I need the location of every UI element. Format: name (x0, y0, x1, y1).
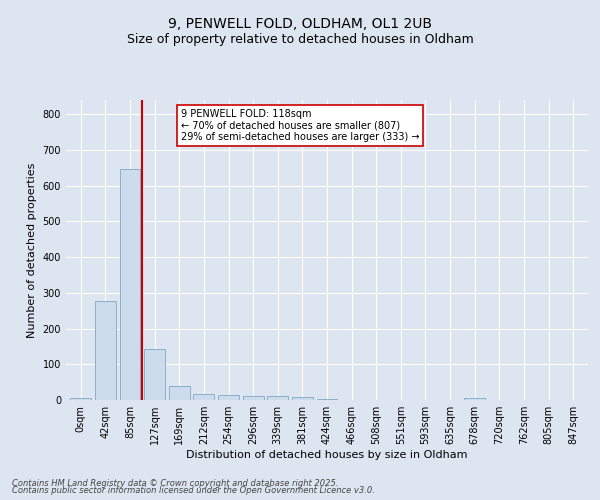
Text: Contains HM Land Registry data © Crown copyright and database right 2025.: Contains HM Land Registry data © Crown c… (12, 478, 338, 488)
Bar (292, 397, 313, 400)
Text: Contains public sector information licensed under the Open Government Licence v3: Contains public sector information licen… (12, 486, 375, 495)
Bar (317, 399, 337, 400)
Bar (218, 396, 239, 400)
Bar (193, 394, 214, 400)
Bar (144, 350, 165, 400)
Bar (95, 300, 116, 400)
X-axis label: Distribution of detached houses by size in Oldham: Distribution of detached houses by size … (186, 450, 468, 460)
Text: Size of property relative to detached houses in Oldham: Size of property relative to detached ho… (127, 32, 473, 46)
Bar (464, 398, 485, 400)
Text: 9 PENWELL FOLD: 118sqm
← 70% of detached houses are smaller (807)
29% of semi-de: 9 PENWELL FOLD: 118sqm ← 70% of detached… (181, 109, 419, 142)
Bar (242, 396, 263, 400)
Bar (119, 168, 140, 400)
Bar (70, 398, 91, 400)
Bar (267, 396, 288, 400)
Text: 9, PENWELL FOLD, OLDHAM, OL1 2UB: 9, PENWELL FOLD, OLDHAM, OL1 2UB (168, 18, 432, 32)
Y-axis label: Number of detached properties: Number of detached properties (27, 162, 37, 338)
Bar (169, 386, 190, 400)
